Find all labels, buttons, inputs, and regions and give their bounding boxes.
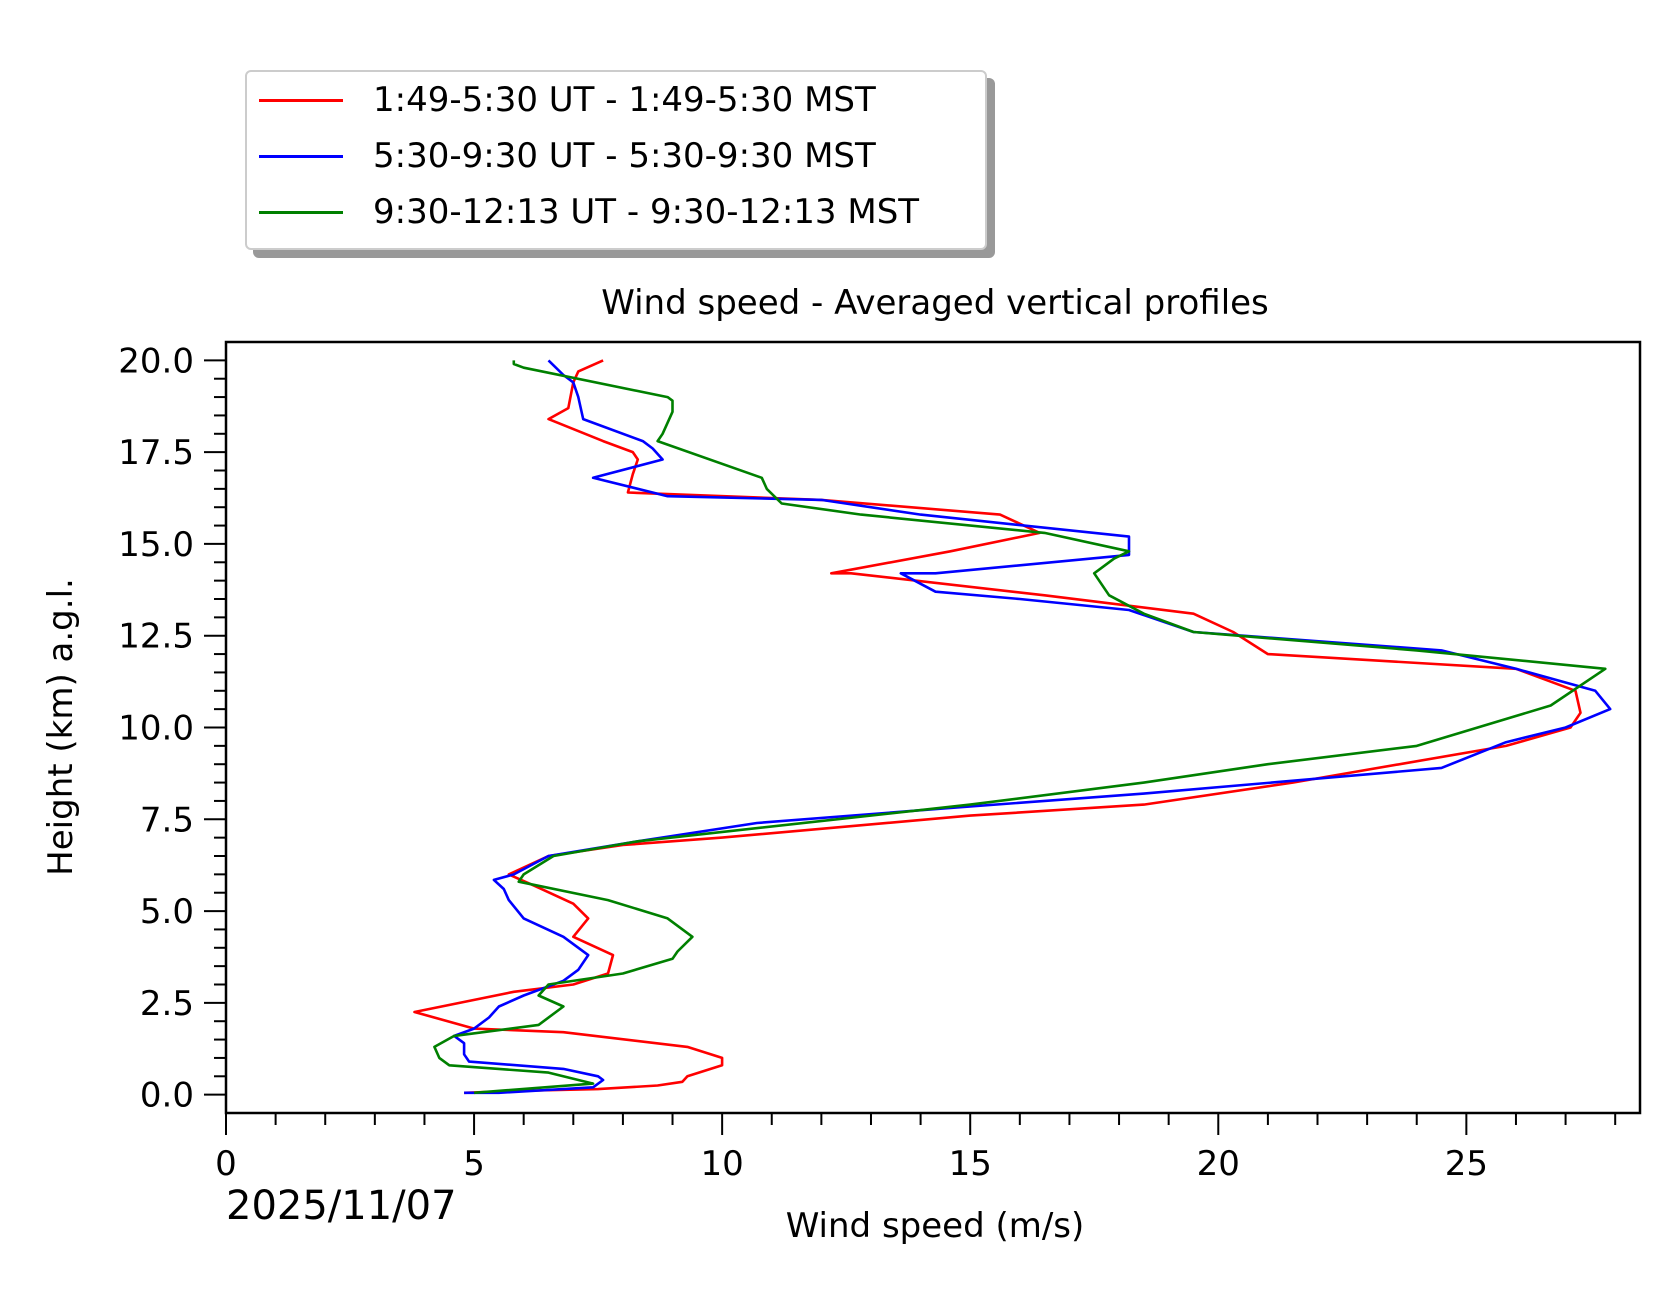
chart-title: Wind speed - Averaged vertical profiles: [601, 283, 1269, 323]
plot-area-frame: [224, 340, 1642, 1115]
x-tick-label: 0: [215, 1144, 237, 1184]
y-tick-label: 2.5: [140, 984, 194, 1024]
y-tick-label: 17.5: [118, 433, 194, 473]
x-tick-label: 25: [1445, 1144, 1488, 1184]
y-tick-label: 7.5: [140, 800, 194, 840]
legend-label: 1:49-5:30 UT - 1:49-5:30 MST: [373, 80, 876, 120]
y-tick-label: 10.0: [118, 709, 194, 749]
series-lines: [413, 359, 1612, 1095]
x-tick-label: 5: [463, 1144, 485, 1184]
x-tick-label: 10: [701, 1144, 744, 1184]
legend-swatch: [259, 98, 343, 102]
x-tick-label: 20: [1197, 1144, 1240, 1184]
y-axis-label: Height (km) a.g.l.: [41, 578, 81, 876]
legend-entry: 9:30-12:13 UT - 9:30-12:13 MST: [259, 192, 919, 232]
legend-entry: 1:49-5:30 UT - 1:49-5:30 MST: [259, 80, 876, 120]
y-tick-label: 20.0: [118, 341, 194, 381]
y-tick-label: 15.0: [118, 525, 194, 565]
y-tick-label: 12.5: [118, 617, 194, 657]
series-line-2: [452, 359, 1612, 1095]
y-axis: 0.0 2.5 5.0 7.5 10.0 12.5 15.0 17.5 20.0: [118, 341, 226, 1116]
date-label: 2025/11/07: [226, 1183, 457, 1229]
legend-label: 9:30-12:13 UT - 9:30-12:13 MST: [373, 192, 920, 232]
x-axis-label: Wind speed (m/s): [786, 1206, 1085, 1246]
legend-label: 5:30-9:30 UT - 5:30-9:30 MST: [373, 136, 876, 176]
legend-swatch: [259, 154, 343, 158]
x-tick-label: 15: [949, 1144, 992, 1184]
x-axis: 0 5 10 15 20 25: [215, 1113, 1617, 1184]
series-line-1: [413, 359, 1582, 1095]
series-line-3: [433, 360, 1607, 1095]
y-tick-label: 0.0: [140, 1076, 194, 1116]
y-tick-label: 5.0: [140, 892, 194, 932]
legend-entry: 5:30-9:30 UT - 5:30-9:30 MST: [259, 136, 876, 176]
legend: 1:49-5:30 UT - 1:49-5:30 MST 5:30-9:30 U…: [245, 70, 987, 250]
legend-swatch: [259, 210, 343, 214]
